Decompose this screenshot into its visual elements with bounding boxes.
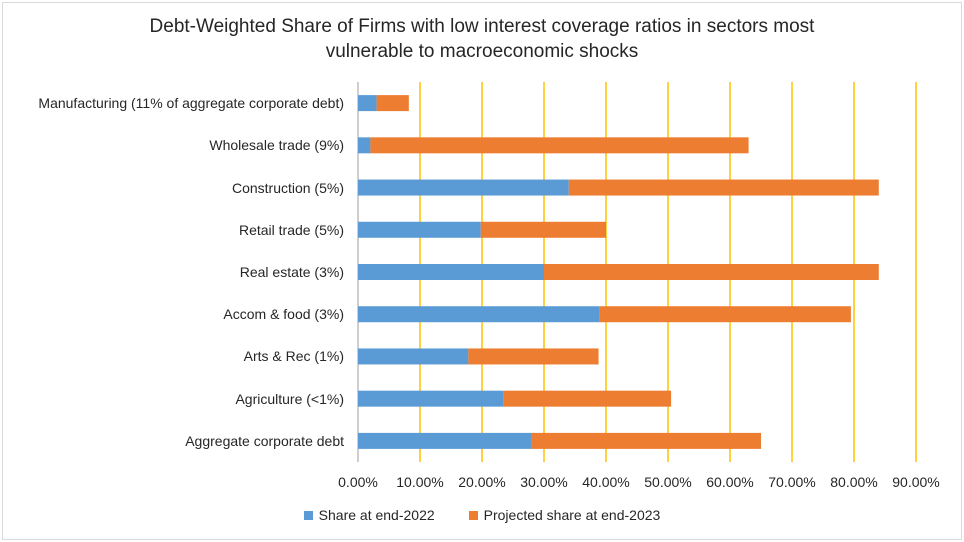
category-label: Retail trade (5%) (238, 221, 344, 238)
bar-share-2022-8 (358, 432, 532, 449)
bar-share-2022-7 (358, 390, 504, 407)
bar-projected-2023-2 (568, 179, 879, 196)
category-label: Accom & food (3%) (223, 306, 344, 323)
bar-projected-2023-6 (468, 348, 599, 365)
category-label: Manufacturing (11% of aggregate corporat… (38, 95, 344, 112)
bar-share-2022-1 (358, 137, 371, 154)
bar-projected-2023-7 (503, 390, 672, 407)
bar-projected-2023-1 (370, 137, 749, 154)
category-label: Wholesale trade (9%) (209, 137, 344, 154)
legend-swatch-projected-2023 (468, 510, 478, 520)
legend-item-projected-2023: Projected share at end-2023 (468, 507, 661, 523)
chart-title: Debt-Weighted Share of Firms with low in… (0, 14, 964, 64)
legend-label-projected-2023: Projected share at end-2023 (483, 507, 661, 523)
chart-title-line-1: Debt-Weighted Share of Firms with low in… (149, 16, 815, 37)
bar-share-2022-2 (358, 179, 569, 196)
x-tick-label: 70.00% (768, 474, 816, 490)
category-label: Agriculture (<1%) (235, 390, 344, 407)
bar-projected-2023-3 (480, 221, 606, 238)
bar-share-2022-3 (358, 221, 481, 238)
x-tick-label: 20.00% (458, 474, 506, 490)
bar-share-2022-0 (358, 95, 377, 112)
chart-title-line-2: vulnerable to macroeconomic shocks (325, 41, 639, 62)
category-label: Aggregate corporate debt (185, 432, 344, 449)
bar-projected-2023-5 (599, 306, 851, 323)
bar-projected-2023-8 (531, 432, 761, 449)
bar-projected-2023-4 (544, 264, 879, 280)
x-tick-label: 50.00% (644, 474, 692, 490)
x-tick-label: 0.00% (338, 474, 378, 490)
bar-share-2022-5 (358, 306, 600, 323)
bar-projected-2023-0 (376, 95, 409, 112)
category-label: Real estate (3%) (239, 264, 344, 280)
x-tick-label: 90.00% (892, 474, 940, 490)
category-label: Construction (5%) (231, 179, 344, 196)
bar-share-2022-4 (358, 264, 544, 280)
x-tick-label: 80.00% (830, 474, 878, 490)
legend-label-share-2022: Share at end-2022 (318, 507, 435, 523)
legend-item-share-2022: Share at end-2022 (303, 507, 435, 523)
x-tick-label: 40.00% (582, 474, 630, 490)
bar-share-2022-6 (358, 348, 469, 365)
x-tick-label: 60.00% (706, 474, 754, 490)
legend-swatch-share-2022 (303, 510, 313, 520)
category-label: Arts & Rec (1%) (243, 348, 344, 365)
x-tick-label: 10.00% (396, 474, 444, 490)
legend: Share at end-2022 Projected share at end… (0, 507, 964, 523)
x-tick-label: 30.00% (520, 474, 568, 490)
